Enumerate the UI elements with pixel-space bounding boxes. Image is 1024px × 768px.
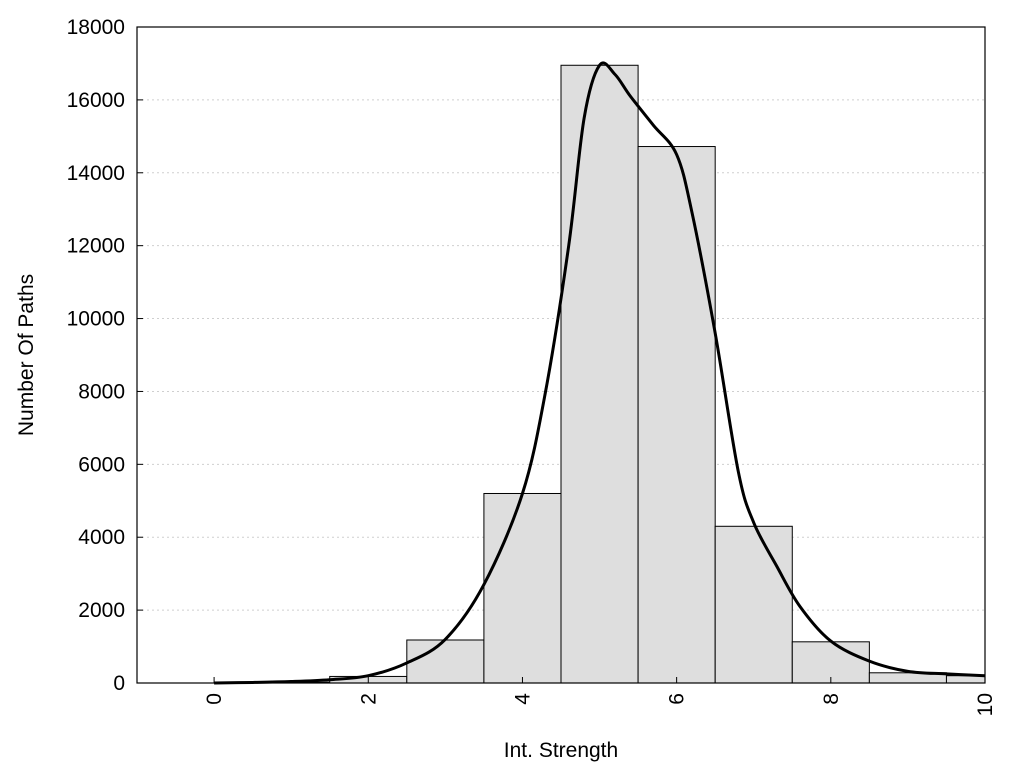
y-tick-label: 0	[113, 672, 125, 695]
histogram-bar	[791, 641, 870, 684]
x-tick-label: 2	[357, 693, 380, 705]
histogram-bar	[560, 64, 639, 684]
histogram-bar	[483, 492, 562, 684]
plot-frame	[136, 26, 986, 684]
y-tick-label: 4000	[78, 526, 125, 549]
y-tick-label: 18000	[67, 16, 125, 39]
x-tick-label: 10	[974, 693, 997, 716]
y-tick-label: 10000	[67, 308, 125, 331]
histogram-bar	[714, 525, 793, 684]
y-tick-label: 16000	[67, 89, 125, 112]
grid-lines	[137, 99, 985, 611]
x-axis: 0 2 4 6 8 10	[203, 677, 997, 716]
x-tick-label: 0	[203, 693, 226, 705]
histogram-bars	[252, 64, 986, 684]
x-tick-label: 6	[666, 693, 689, 705]
histogram-bar	[637, 146, 716, 684]
fit-curve	[214, 61, 986, 685]
x-axis-title: Int. Strength	[504, 739, 618, 762]
x-tick-label: 8	[820, 693, 843, 705]
y-tick-label: 12000	[67, 235, 125, 258]
fit-curve-group	[214, 61, 986, 685]
x-tick-label: 4	[511, 693, 534, 705]
y-axis: 0 2000 4000 6000 8000 10000 12000 14000 16000 180…	[67, 16, 143, 695]
histogram-bar	[406, 639, 485, 684]
y-tick-label: 6000	[78, 453, 125, 476]
y-axis-title: Number Of Paths	[15, 274, 38, 436]
y-tick-label: 2000	[78, 599, 125, 622]
y-tick-label: 14000	[67, 162, 125, 185]
y-tick-label: 8000	[78, 380, 125, 403]
